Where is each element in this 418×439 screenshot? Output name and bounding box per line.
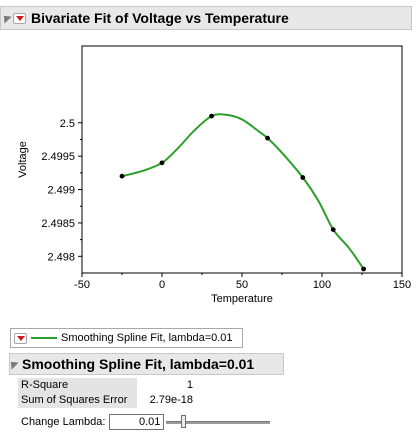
y-tick-label: 2.4985 [41, 218, 75, 230]
fit-line-group [121, 113, 365, 270]
data-point [330, 227, 336, 233]
y-tick-label: 2.498 [47, 251, 75, 263]
lambda-slider[interactable] [166, 414, 271, 430]
x-tick-label: 50 [236, 279, 248, 291]
legend-red-triangle-menu-icon[interactable] [14, 332, 27, 344]
x-tick-label: -50 [74, 279, 90, 291]
stat-row-rsquare: R-Square 1 [18, 378, 193, 393]
stat-label: R-Square [18, 378, 137, 393]
x-tick-label: 100 [313, 279, 331, 291]
fit-disclosure-triangle-icon[interactable] [7, 358, 19, 370]
x-tick-label: 0 [159, 279, 165, 291]
stat-value: 1 [186, 379, 193, 391]
chart-axes: 2.498 2.4985 2.499 2.4995 2.5 -50 0 50 100 150 Tem… [17, 45, 411, 305]
y-axis-label: Voltage [17, 141, 29, 178]
stat-value: 2.79e-18 [149, 394, 193, 406]
fit-report-header: Smoothing Spline Fit, lambda=0.01 [7, 353, 284, 375]
report-header: Bivariate Fit of Voltage vs Temperature [0, 6, 412, 30]
stat-label: Sum of Squares Error [18, 393, 137, 408]
y-tick-label: 2.5 [60, 118, 75, 130]
data-point [265, 135, 270, 141]
change-lambda-row: Change Lambda: [21, 414, 271, 430]
plot-frame [81, 45, 403, 274]
spline-fit-line [121, 113, 365, 270]
data-point [361, 266, 366, 272]
red-triangle-menu-icon[interactable] [13, 12, 26, 24]
legend-line-swatch [31, 337, 57, 339]
lambda-input[interactable] [109, 414, 165, 430]
bivariate-chart: 2.498 2.4985 2.499 2.4995 2.5 -50 0 50 100 150 Tem… [17, 45, 411, 305]
stat-row-sse: Sum of Squares Error 2.79e-18 [18, 393, 193, 408]
data-point [300, 175, 306, 180]
slider-track [166, 421, 271, 424]
change-lambda-label: Change Lambda: [21, 416, 106, 428]
data-point [209, 113, 215, 119]
data-point [119, 173, 125, 179]
legend-label: Smoothing Spline Fit, lambda=0.01 [61, 332, 233, 344]
data-points [119, 113, 366, 272]
slider-thumb[interactable] [181, 415, 187, 428]
x-axis-label: Temperature [211, 293, 273, 305]
y-tick-label: 2.4995 [41, 151, 75, 163]
legend: Smoothing Spline Fit, lambda=0.01 [10, 328, 243, 348]
y-tick-label: 2.499 [47, 185, 75, 197]
x-tick-label: 150 [393, 279, 411, 291]
fit-report-title: Smoothing Spline Fit, lambda=0.01 [22, 356, 255, 372]
fit-stats-table: R-Square 1 Sum of Squares Error 2.79e-18 [18, 378, 193, 408]
data-point [159, 160, 165, 166]
report-title: Bivariate Fit of Voltage vs Temperature [31, 10, 289, 26]
disclosure-triangle-icon[interactable] [0, 12, 12, 24]
